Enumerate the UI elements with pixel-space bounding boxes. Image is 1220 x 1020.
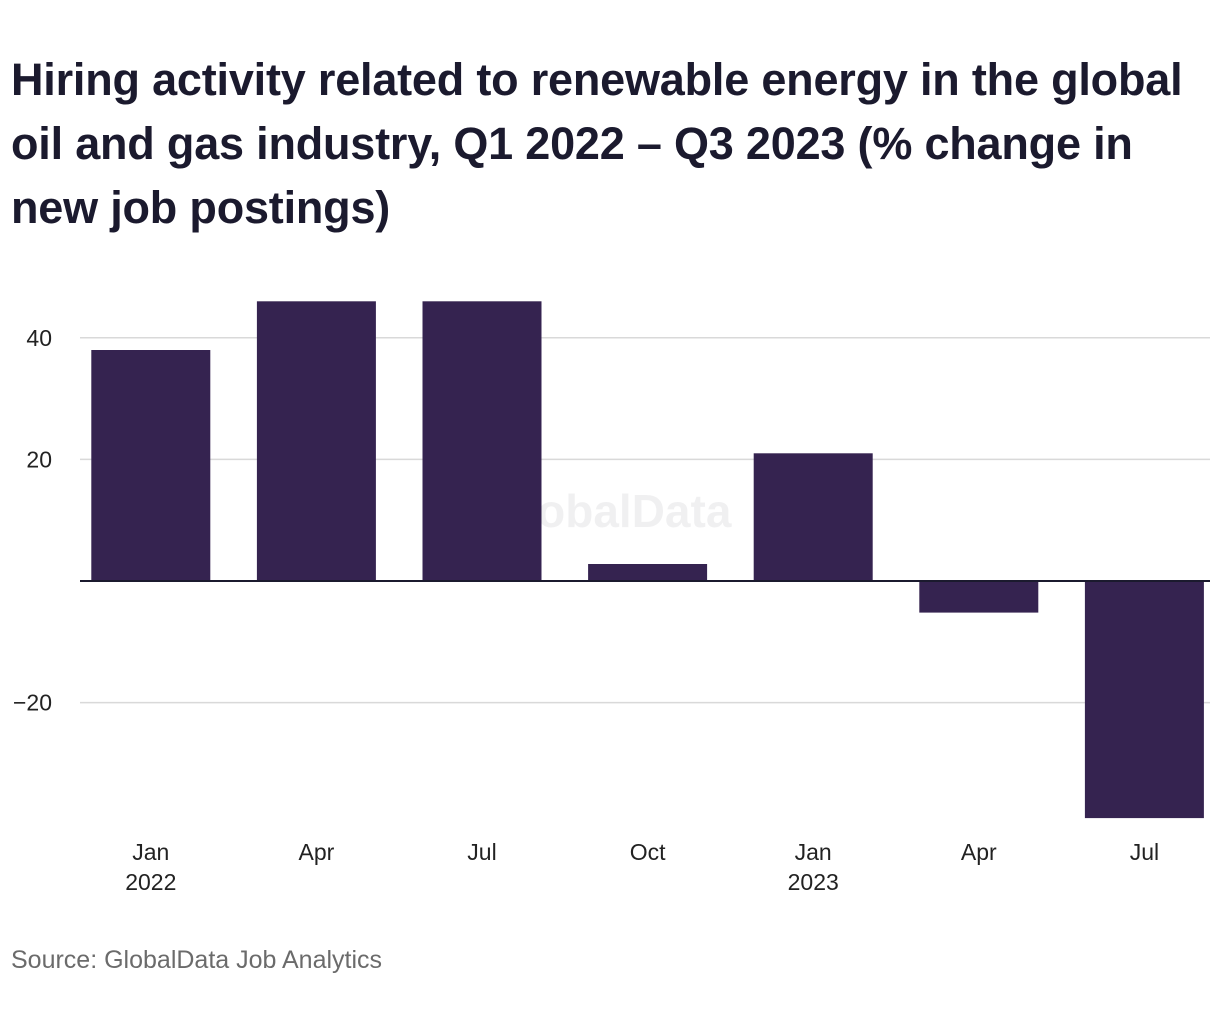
chart-title: Hiring activity related to renewable ene… — [11, 54, 1183, 233]
bar-apr-2022 — [256, 301, 376, 581]
x-tick-label: Jul — [467, 839, 496, 865]
x-tick-year-label: 2023 — [788, 869, 839, 895]
x-tick-year-label: 2022 — [125, 869, 176, 895]
bar-oct-2022 — [588, 564, 708, 581]
y-axis-ticks: 40 20 −20 — [13, 325, 52, 716]
x-tick-label: Jan — [795, 839, 832, 865]
x-tick-label: Apr — [961, 839, 997, 865]
x-tick-label: Jan — [132, 839, 169, 865]
x-tick-label: Jul — [1130, 839, 1159, 865]
bar-jul-2022 — [422, 301, 542, 581]
y-tick-label: 40 — [26, 325, 52, 351]
x-axis-ticks: Jan 2022 Apr Jul Oct Jan 2023 Apr Jul — [125, 839, 1159, 895]
bar-jan-2022 — [91, 350, 211, 581]
x-tick-label: Oct — [630, 839, 666, 865]
x-tick-label: Apr — [299, 839, 335, 865]
bar-apr-2023 — [919, 581, 1039, 613]
bar-jul-2023 — [1084, 581, 1204, 819]
y-tick-label: −20 — [13, 690, 52, 716]
bar-jan-2023 — [753, 453, 873, 581]
y-tick-label: 20 — [26, 446, 52, 472]
source-note: Source: GlobalData Job Analytics — [11, 946, 383, 974]
bars — [91, 301, 1204, 819]
